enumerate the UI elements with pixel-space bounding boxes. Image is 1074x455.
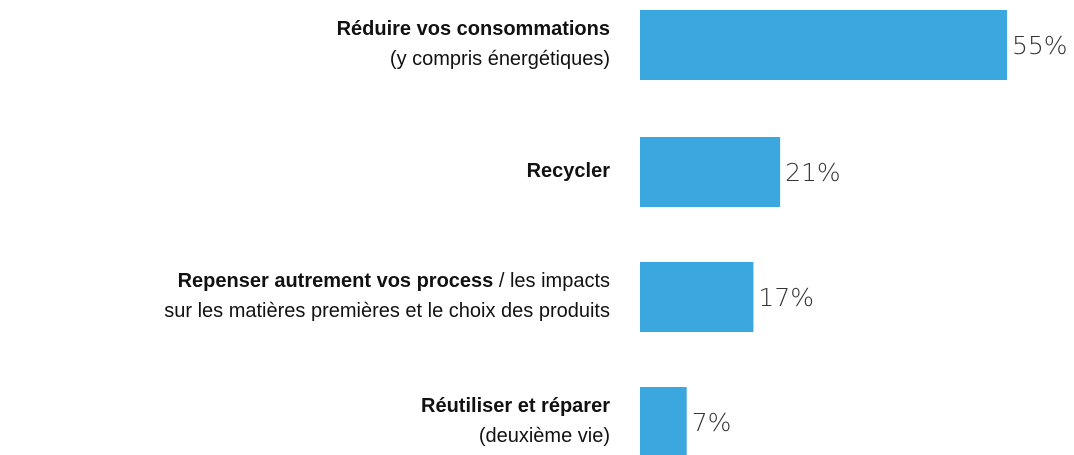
category-label-part: (deuxième vie) <box>479 425 610 447</box>
category-label: Réutiliser et réparer <box>421 395 610 417</box>
value-label: 55% <box>1012 31 1068 60</box>
category-label: Réduire vos consommations <box>337 18 610 40</box>
category-label-part: (y compris énergétiques) <box>390 48 610 70</box>
bar <box>640 137 781 207</box>
category-label-part: sur les matières premières et le choix d… <box>164 300 610 322</box>
value-label: 21% <box>785 158 841 187</box>
bar <box>640 387 687 455</box>
bar <box>640 10 1007 80</box>
category-label: (y compris énergétiques) <box>390 48 610 70</box>
category-label-part: / les impacts <box>493 270 610 292</box>
value-label: 7% <box>692 408 732 437</box>
bar <box>640 262 754 332</box>
category-label: sur les matières premières et le choix d… <box>164 300 610 322</box>
value-label: 17% <box>758 283 814 312</box>
category-label: Recycler <box>527 160 611 182</box>
category-label-part: Réutiliser et réparer <box>421 395 610 417</box>
category-label-part: Repenser autrement vos process <box>178 270 494 292</box>
category-label-part: Réduire vos consommations <box>337 18 610 40</box>
category-label-part: Recycler <box>527 160 611 182</box>
category-label: Repenser autrement vos process / les imp… <box>178 270 610 292</box>
category-label: (deuxième vie) <box>479 425 610 447</box>
